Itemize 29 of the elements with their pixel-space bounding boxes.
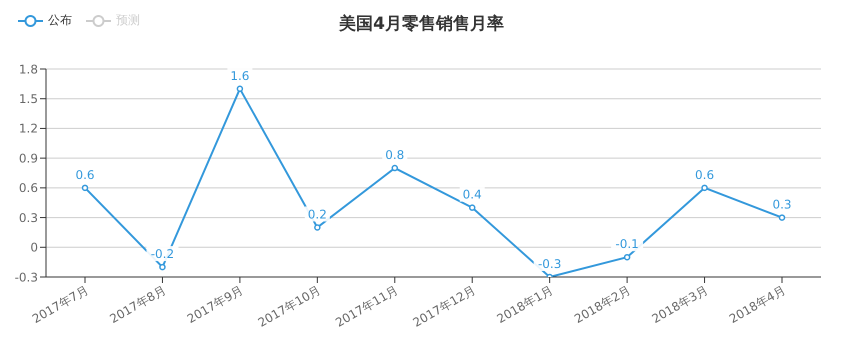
point: [701, 184, 708, 192]
data-label: -0.1: [615, 237, 639, 252]
y-tick-label: 0.3: [18, 210, 38, 225]
data-label: 0.6: [695, 168, 714, 182]
data-label: 0.6: [75, 168, 95, 182]
data-label: 0.8: [385, 148, 404, 162]
data-label: 0.4: [462, 188, 482, 202]
y-tick-label: 1.5: [18, 92, 38, 106]
data-label: -0.2: [150, 247, 174, 262]
y-tick-label: 1.2: [18, 122, 38, 136]
point: [159, 264, 166, 270]
legend-label: 公布: [47, 12, 72, 29]
point: [82, 184, 88, 192]
point: [392, 164, 398, 172]
point: [236, 86, 244, 92]
point: [624, 254, 630, 260]
y-tick-label: 1.8: [18, 62, 38, 76]
y-tick-label: -0.3: [14, 270, 38, 284]
chart-title: 美国4月零售销售月率: [339, 14, 504, 34]
point: [314, 224, 321, 231]
data-label: 0.3: [772, 198, 792, 212]
y-tick-label: 0: [30, 240, 38, 255]
data-label: 1.6: [230, 68, 250, 83]
y-tick-label: 0.9: [18, 151, 38, 166]
point: [468, 204, 476, 211]
data-label: -0.3: [538, 257, 562, 271]
data-label: 0.2: [308, 207, 327, 222]
point: [778, 214, 786, 221]
y-tick-label: 0.6: [18, 181, 38, 196]
